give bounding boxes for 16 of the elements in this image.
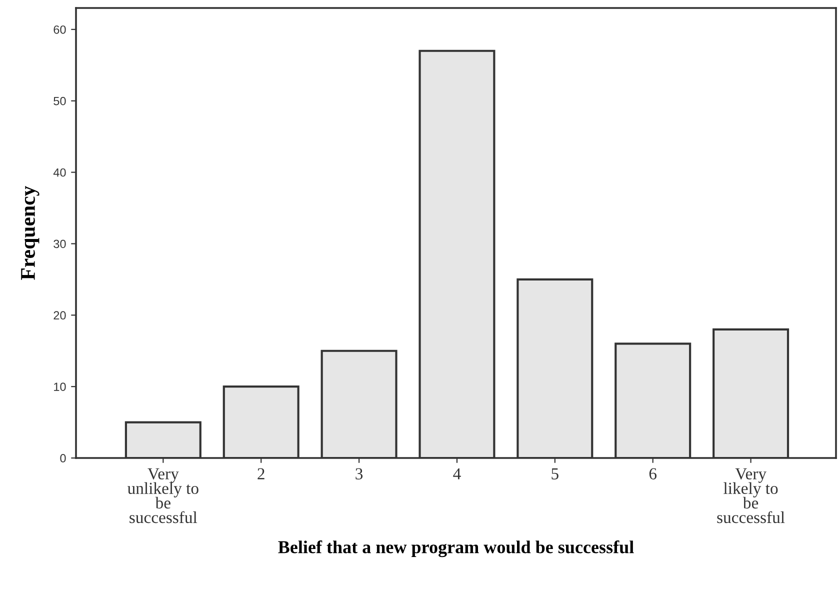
y-axis-title: Frequency [21,186,40,280]
y-tick-label: 10 [54,382,66,391]
x-tick-label: 2 [258,468,264,480]
y-tick-label: 30 [54,240,66,248]
y-tick-label: 20 [54,311,66,320]
y-tick-label: 40 [53,168,66,177]
x-tick-label: Very likely to be successful [717,468,785,524]
x-tick-label: Very unlikely to be successful [128,468,198,524]
x-tick-label: 4 [453,468,461,480]
y-tick-label: 60 [54,25,66,34]
x-tick-label: 5 [552,468,558,480]
x-tick-label: 3 [356,468,363,480]
y-tick-label: 50 [54,96,66,106]
y-tick-label: 0 [60,454,66,462]
x-tick-label: 6 [649,468,657,480]
x-axis-title: Belief that a new program would be successful [278,540,634,558]
